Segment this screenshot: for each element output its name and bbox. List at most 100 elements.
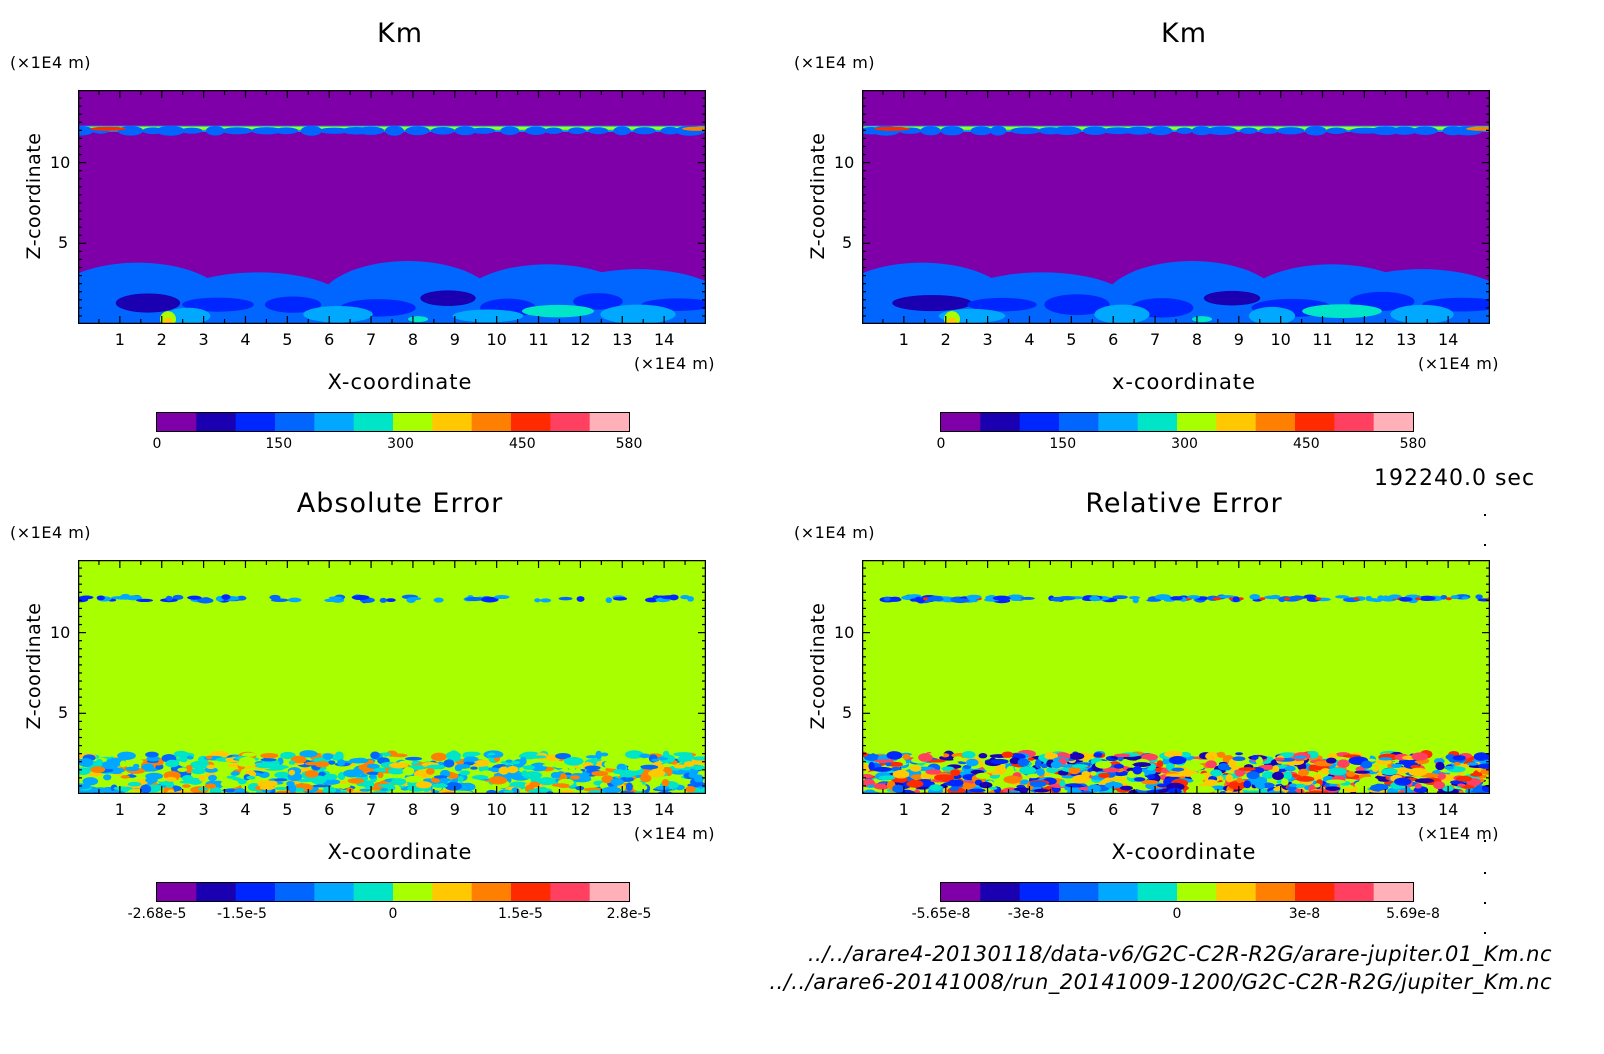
error-patch	[273, 778, 288, 782]
error-patch	[1466, 762, 1479, 766]
error-patch	[1170, 596, 1183, 601]
margin-dot	[1484, 872, 1486, 874]
error-patch	[1455, 775, 1473, 782]
error-patch	[1246, 771, 1260, 780]
colorbar-tick-label: 0	[936, 436, 946, 452]
colorbar-swatch	[1059, 883, 1099, 901]
error-patch	[994, 764, 1007, 774]
error-patch	[1284, 597, 1291, 601]
error-patch	[165, 776, 177, 782]
error-patch	[387, 767, 405, 775]
x-tick-label: 1	[114, 330, 125, 349]
error-patch	[1146, 774, 1156, 780]
error-patch	[645, 597, 659, 603]
error-patch	[1298, 768, 1309, 777]
upper-wave	[405, 126, 430, 136]
error-patch	[948, 779, 964, 787]
error-patch	[862, 751, 868, 758]
contour-blob	[1203, 290, 1261, 306]
error-patch	[1061, 775, 1075, 779]
contour-blob	[165, 307, 211, 324]
error-patch	[693, 774, 704, 783]
error-patch	[116, 596, 128, 600]
error-patch	[978, 753, 988, 759]
error-patch	[1347, 785, 1354, 789]
error-patch	[992, 595, 1011, 601]
error-patch	[503, 790, 514, 794]
plot-area	[78, 560, 706, 794]
upper-wave	[357, 126, 385, 135]
error-patch	[1059, 780, 1066, 788]
error-patch	[1433, 781, 1446, 790]
error-patch	[1141, 753, 1158, 761]
error-patch	[113, 786, 133, 791]
error-patch	[673, 752, 694, 757]
error-patch	[288, 760, 296, 765]
error-patch	[1072, 774, 1090, 784]
plot-area	[78, 90, 706, 324]
upper-layer-core	[862, 126, 1490, 130]
panel-title: Km	[376, 18, 423, 49]
error-patch	[1428, 753, 1446, 759]
error-patch	[1179, 751, 1191, 758]
error-patch	[542, 763, 558, 767]
error-patch	[488, 776, 508, 785]
error-patch	[328, 760, 336, 765]
contour-blob	[573, 293, 623, 310]
error-patch	[1205, 752, 1219, 761]
error-patch	[892, 784, 905, 793]
error-patch	[622, 770, 635, 778]
error-patch	[1087, 784, 1101, 793]
error-patch	[1044, 752, 1058, 760]
error-patch	[447, 772, 459, 779]
error-patch	[433, 597, 444, 603]
x-tick-label: 10	[486, 330, 507, 349]
margin-dot	[1484, 932, 1486, 934]
error-patch	[872, 766, 892, 772]
colorbar-swatch	[1137, 883, 1178, 901]
error-patch	[1315, 597, 1322, 601]
error-patch	[258, 780, 278, 787]
error-patch	[459, 770, 471, 776]
error-patch	[521, 770, 529, 777]
error-patch	[1457, 783, 1466, 787]
boundary-spot	[408, 316, 428, 323]
upper-wave	[544, 127, 563, 135]
error-patch	[506, 772, 526, 779]
upper-wave	[613, 126, 631, 136]
error-patch	[1408, 767, 1428, 777]
error-patch	[205, 755, 213, 760]
error-patch	[1273, 787, 1281, 792]
error-patch	[1346, 771, 1356, 778]
x-tick-label: 11	[1312, 330, 1333, 349]
error-patch	[1278, 597, 1286, 603]
error-patch	[1058, 764, 1077, 768]
error-patch	[204, 783, 217, 789]
error-patch	[406, 597, 416, 603]
colorbar-swatch	[471, 413, 512, 431]
error-patch	[1228, 781, 1247, 790]
colorbar-tick-label: -2.68e-5	[127, 906, 187, 922]
x-tick-label: 2	[156, 800, 167, 819]
error-patch	[1452, 755, 1466, 761]
x-tick-label: 11	[528, 330, 549, 349]
error-patch	[975, 772, 990, 779]
error-patch	[1089, 595, 1101, 602]
error-patch	[323, 773, 338, 780]
y-tick-label: 5	[58, 703, 69, 723]
error-patch	[1093, 752, 1103, 758]
error-patch	[522, 765, 536, 770]
error-patch	[208, 774, 217, 782]
x-tick-label: 13	[1396, 800, 1417, 819]
colorbar-tick-label: -3e-8	[1007, 906, 1045, 922]
error-patch	[902, 753, 911, 760]
error-patch	[1040, 763, 1048, 769]
error-patch	[1217, 763, 1230, 771]
error-patch	[886, 751, 903, 760]
error-patch	[1186, 763, 1205, 771]
error-patch	[1104, 781, 1123, 789]
error-patch	[331, 753, 344, 761]
error-patch	[78, 758, 94, 768]
error-patch	[239, 756, 256, 764]
error-patch	[619, 776, 634, 782]
